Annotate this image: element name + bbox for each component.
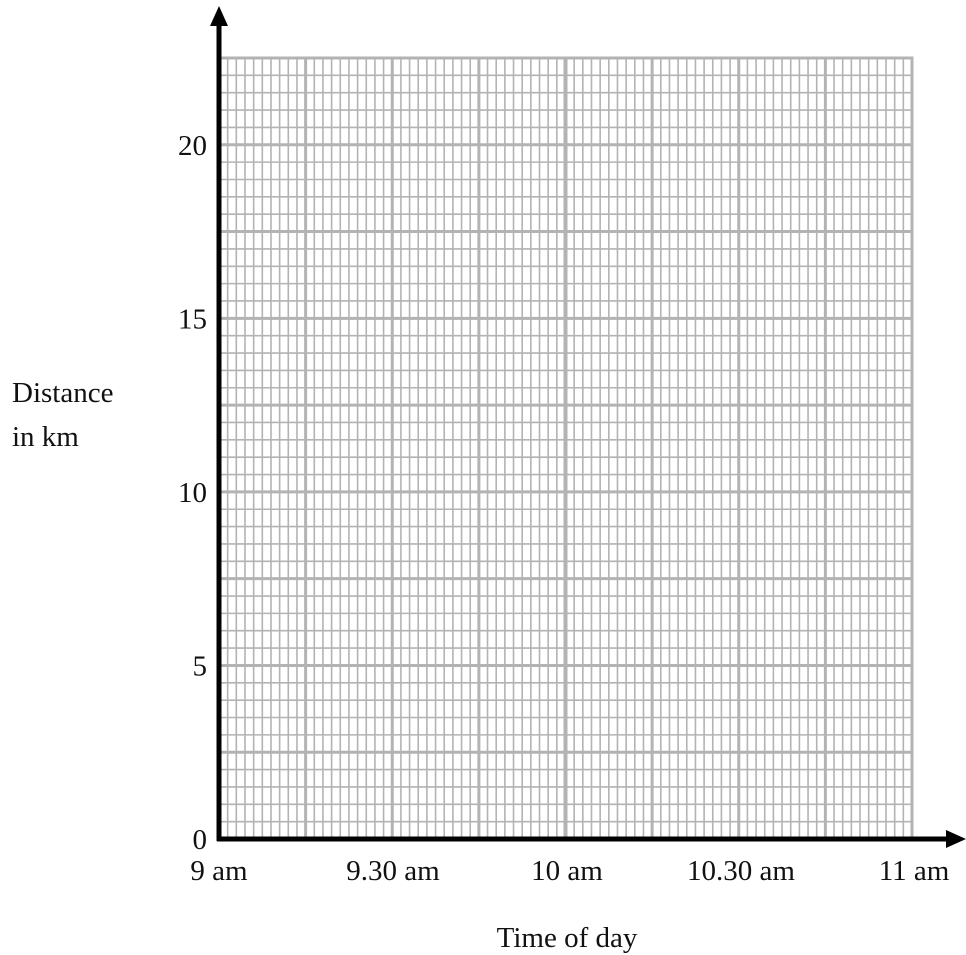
y-tick-label: 0 bbox=[193, 824, 208, 856]
y-axis-title-line-2: in km bbox=[12, 421, 79, 453]
y-tick-labels: 0 5 10 15 20 bbox=[178, 130, 207, 856]
x-tick-label: 11 am bbox=[879, 855, 950, 887]
x-tick-labels: 9 am 9.30 am 10 am 10.30 am 11 am bbox=[190, 855, 949, 887]
y-axis-arrow-icon bbox=[210, 6, 228, 26]
x-tick-label: 10.30 am bbox=[687, 855, 795, 887]
y-tick-label: 5 bbox=[193, 650, 208, 682]
x-tick-label: 9 am bbox=[190, 855, 248, 887]
x-axis-arrow-icon bbox=[946, 830, 966, 848]
x-axis-title: Time of day bbox=[497, 922, 638, 954]
x-tick-label: 9.30 am bbox=[346, 855, 440, 887]
y-axis-title-line-1: Distance bbox=[12, 377, 113, 409]
y-tick-label: 20 bbox=[178, 130, 207, 162]
axes bbox=[210, 6, 966, 848]
x-tick-label: 10 am bbox=[531, 855, 603, 887]
y-tick-label: 10 bbox=[178, 477, 207, 509]
y-tick-label: 15 bbox=[178, 303, 207, 335]
grid bbox=[217, 56, 914, 841]
